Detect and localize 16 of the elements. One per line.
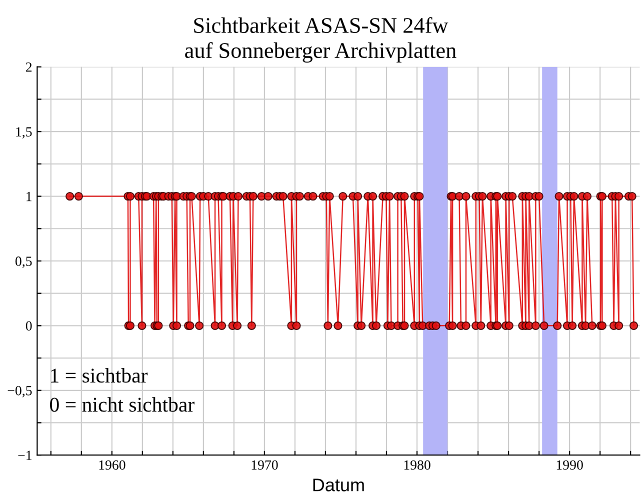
annotation: 1 = sichtbar <box>51 368 148 383</box>
chart-subtitle: auf Sonneberger Archivplatten <box>185 42 456 63</box>
y-tick-label: 2 <box>26 62 32 72</box>
y-tick-label: 0,5 <box>15 256 32 268</box>
x-tick-label: 1960 <box>99 460 126 470</box>
y-tick-label: −1 <box>18 450 32 460</box>
annotation: 0 = nicht sichtbar <box>50 397 194 412</box>
y-tick-label: 0 <box>26 321 32 331</box>
y-tick-label: −0,5 <box>8 386 32 398</box>
x-tick-label: 1980 <box>404 460 430 470</box>
x-tick-label: 1970 <box>252 460 278 470</box>
x-axis-title: Datum <box>313 478 364 492</box>
x-tick-label: 1990 <box>556 460 583 470</box>
y-tick-label: 1,5 <box>16 127 32 139</box>
y-tick-label: 1 <box>26 192 32 202</box>
chart-title: Sichtbarkeit ASAS-SN 24fw <box>194 17 448 34</box>
